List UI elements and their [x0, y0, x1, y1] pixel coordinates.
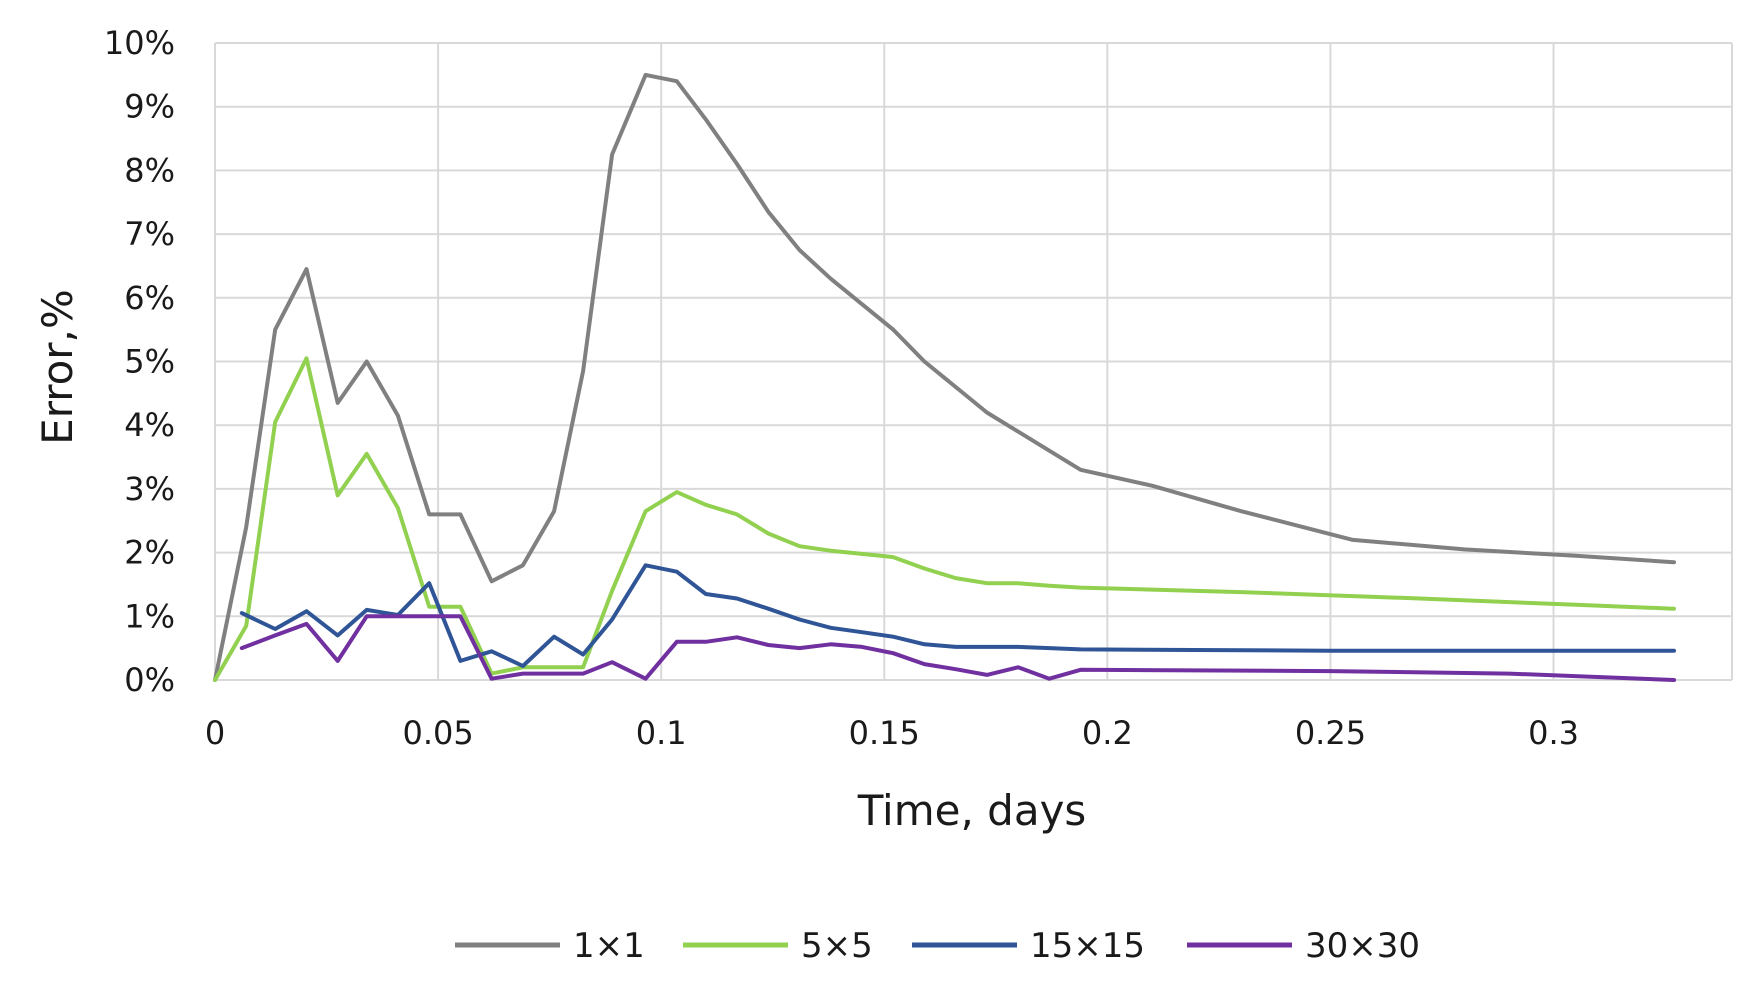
legend: 1×1 5×5 15×15 30×30	[455, 926, 1420, 966]
y-tick-label: 10%	[104, 24, 175, 62]
y-tick-label: 1%	[124, 597, 175, 635]
x-tick-label: 0.25	[1295, 714, 1366, 752]
x-axis-ticks: 0 0.05 0.1 0.15 0.2 0.25 0.3	[205, 714, 1579, 752]
series-line-1	[213, 72, 1676, 682]
x-tick-label: 0	[205, 714, 225, 752]
series-line-3	[239, 563, 1676, 668]
series-line-2	[213, 356, 1676, 682]
series-layer	[213, 72, 1676, 682]
y-axis-title: Error,%	[33, 289, 82, 445]
series-line-4	[239, 614, 1676, 682]
x-tick-label: 0.2	[1082, 714, 1133, 752]
x-tick-label: 0.15	[849, 714, 920, 752]
legend-label: 5×5	[801, 926, 873, 966]
y-tick-label: 2%	[124, 534, 175, 572]
y-tick-label: 6%	[124, 279, 175, 317]
x-tick-label: 0.1	[636, 714, 687, 752]
y-tick-label: 0%	[124, 661, 175, 699]
y-tick-label: 4%	[124, 406, 175, 444]
x-axis-title: Time, days	[857, 786, 1087, 835]
y-tick-label: 9%	[124, 88, 175, 126]
x-tick-label: 0.3	[1528, 714, 1579, 752]
y-tick-label: 3%	[124, 470, 175, 508]
legend-label: 30×30	[1305, 926, 1420, 966]
y-tick-label: 7%	[124, 215, 175, 253]
x-tick-label: 0.05	[402, 714, 473, 752]
y-tick-label: 8%	[124, 151, 175, 189]
legend-label: 15×15	[1030, 926, 1145, 966]
y-axis-ticks: 0% 1% 2% 3% 4% 5% 6% 7% 8% 9% 10%	[104, 24, 175, 699]
y-tick-label: 5%	[124, 343, 175, 381]
legend-label: 1×1	[573, 926, 645, 966]
grid	[214, 42, 1733, 681]
